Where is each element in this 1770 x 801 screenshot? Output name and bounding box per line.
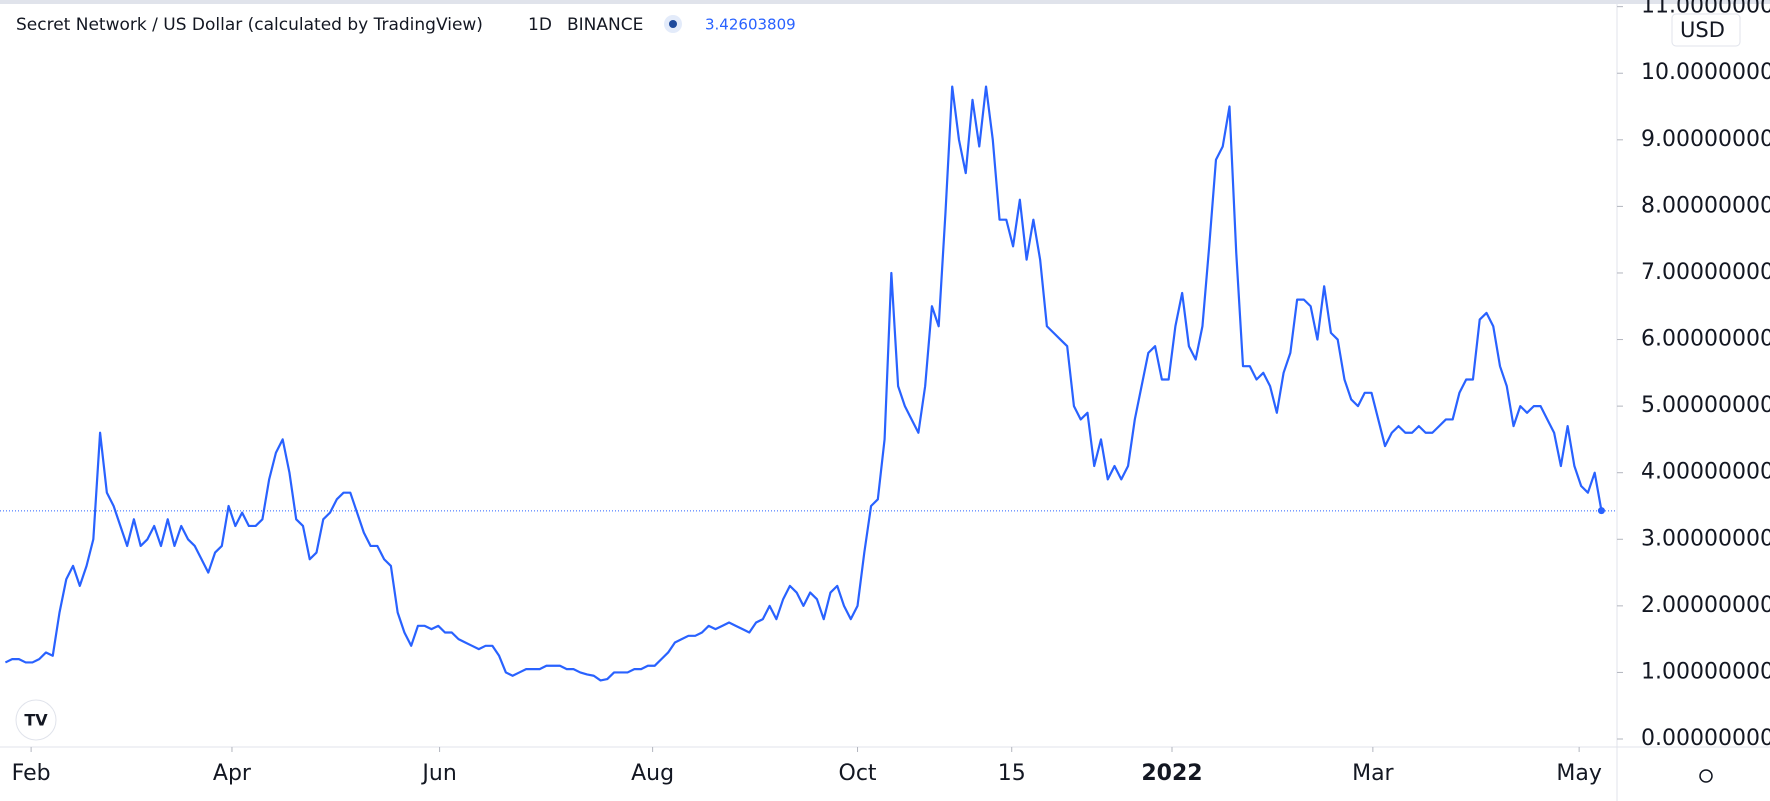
currency-select[interactable] <box>1671 13 1741 47</box>
interval: 1D <box>528 15 552 35</box>
y-tick-label: 8.00000000 <box>1641 193 1770 218</box>
x-tick-label: May <box>1556 761 1601 786</box>
status-dot <box>669 20 677 28</box>
chart-title: Secret Network / US Dollar (calculated b… <box>16 15 483 35</box>
y-tick-label: 10.00000000 <box>1641 60 1770 85</box>
exchange: BINANCE <box>567 15 643 35</box>
settings-icon[interactable] <box>1699 769 1713 783</box>
currency[interactable]: USD <box>1680 18 1725 42</box>
y-tick-label: 5.00000000 <box>1641 393 1770 418</box>
x-tick-label: Jun <box>420 761 456 786</box>
x-tick-label: 15 <box>998 761 1026 786</box>
y-tick-label: 4.00000000 <box>1641 460 1770 485</box>
last-point <box>1597 507 1605 515</box>
y-tick-label: 9.00000000 <box>1641 127 1770 152</box>
x-tick-label: 2022 <box>1141 761 1202 786</box>
y-tick-label: 11.00000000 <box>1641 0 1770 19</box>
logo-mark: TV <box>24 711 48 730</box>
last-price: 3.42603809 <box>705 16 796 34</box>
y-tick-label: 3.00000000 <box>1641 526 1770 551</box>
y-tick-label: 6.00000000 <box>1641 327 1770 352</box>
x-tick-label: Oct <box>839 761 877 786</box>
top-border <box>0 0 1770 4</box>
price-line <box>4 85 1603 682</box>
x-tick-label: Feb <box>12 761 51 786</box>
x-tick-label: Apr <box>213 761 252 786</box>
x-tick-label: Aug <box>631 761 674 786</box>
y-tick-label: 0.00000000 <box>1641 726 1770 751</box>
y-tick-label: 7.00000000 <box>1641 260 1770 285</box>
logo[interactable] <box>15 699 57 741</box>
y-tick-label: 1.00000000 <box>1641 659 1770 684</box>
y-tick-label: 2.00000000 <box>1641 593 1770 618</box>
x-tick-label: Mar <box>1352 761 1394 786</box>
